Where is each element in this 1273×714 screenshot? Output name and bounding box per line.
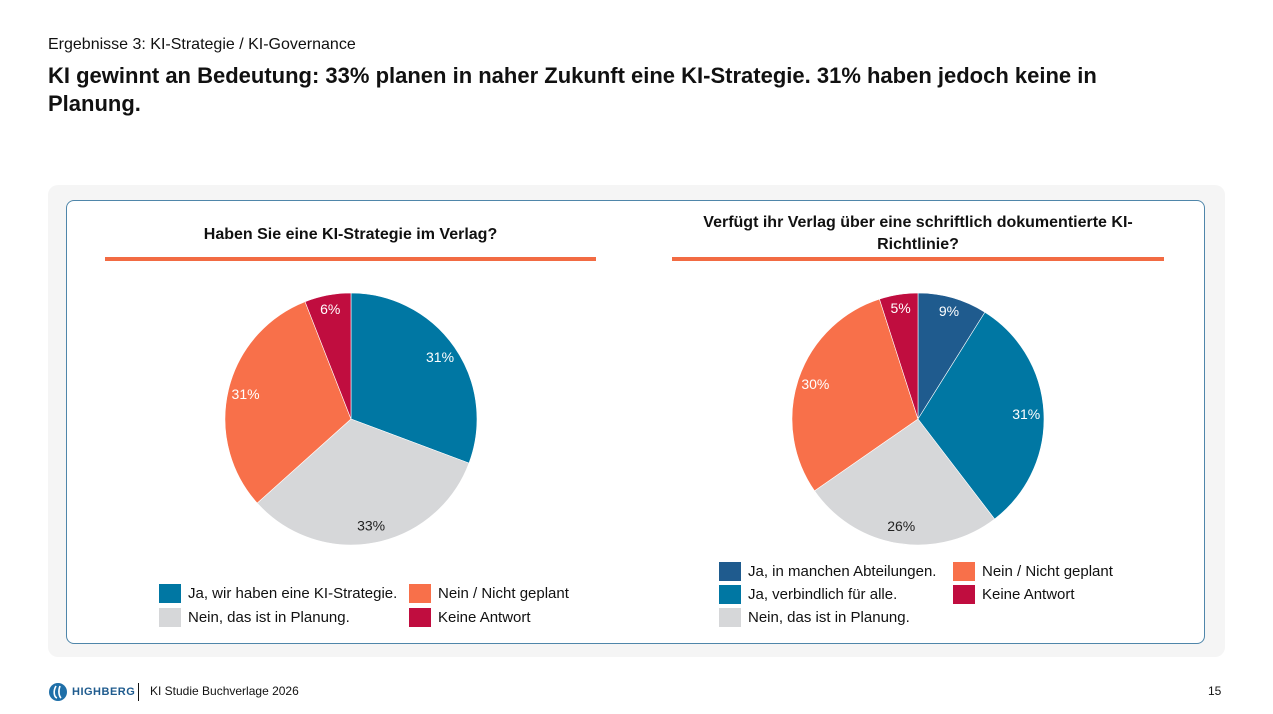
logo-text: HIGHBERG bbox=[72, 686, 136, 698]
chart-title-left: Haben Sie eine KI-Strategie im Verlag? bbox=[203, 226, 498, 243]
data-label: 30% bbox=[801, 376, 829, 392]
legend-swatch bbox=[409, 584, 431, 603]
legend-item: Keine Antwort bbox=[409, 608, 531, 627]
legend-label: Ja, verbindlich für alle. bbox=[748, 586, 898, 603]
legend-item: Keine Antwort bbox=[953, 585, 1075, 604]
footer-divider bbox=[138, 683, 139, 701]
data-label: 31% bbox=[426, 349, 454, 365]
pie-slice bbox=[814, 418, 995, 546]
highberg-logo: HIGHBERG bbox=[48, 682, 135, 702]
legend-label: Ja, wir haben eine KI-Strategie. bbox=[188, 585, 398, 602]
data-label: 6% bbox=[320, 301, 340, 317]
pie-slice bbox=[917, 311, 1045, 520]
legend-item: Nein / Nicht geplant bbox=[409, 584, 569, 603]
pie-slice bbox=[879, 292, 919, 420]
pie-slice bbox=[350, 292, 478, 464]
legend-label: Nein, das ist in Planung. bbox=[748, 609, 910, 626]
data-label: 9% bbox=[939, 303, 959, 319]
legend-item: Nein / Nicht geplant bbox=[953, 562, 1113, 581]
data-label: 31% bbox=[232, 386, 260, 402]
legend-swatch bbox=[719, 562, 741, 581]
pie-slice bbox=[791, 298, 919, 492]
footer-study: KI Studie Buchverlage 2026 bbox=[150, 684, 299, 698]
pie-slice bbox=[304, 292, 352, 420]
legend-label: Nein / Nicht geplant bbox=[982, 563, 1113, 580]
legend-item: Nein, das ist in Planung. bbox=[159, 608, 350, 627]
legend-label: Keine Antwort bbox=[982, 586, 1075, 603]
legend-swatch bbox=[159, 584, 181, 603]
legend-swatch bbox=[159, 608, 181, 627]
chart-title-right: Verfügt ihr Verlag über eine schriftlich… bbox=[703, 214, 1133, 253]
pie-slice bbox=[224, 301, 352, 504]
legend-item: Nein, das ist in Planung. bbox=[719, 608, 910, 627]
legend-swatch bbox=[719, 608, 741, 627]
legend-swatch bbox=[409, 608, 431, 627]
legend-item: Ja, in manchen Abteilungen. bbox=[719, 562, 936, 581]
legend-label: Nein, das ist in Planung. bbox=[188, 609, 350, 626]
data-label: 26% bbox=[887, 518, 915, 534]
legend-swatch bbox=[719, 585, 741, 604]
legend-label: Ja, in manchen Abteilungen. bbox=[748, 563, 937, 580]
legend-item: Ja, wir haben eine KI-Strategie. bbox=[159, 584, 397, 603]
legend-label: Nein / Nicht geplant bbox=[438, 585, 569, 602]
pie-slice bbox=[256, 418, 470, 546]
data-label: 5% bbox=[891, 300, 911, 316]
slide-subtitle: Ergebnisse 3: KI-Strategie / KI-Governan… bbox=[48, 36, 356, 53]
legend-item: Ja, verbindlich für alle. bbox=[719, 585, 897, 604]
legend-label: Keine Antwort bbox=[438, 609, 531, 626]
legend-swatch bbox=[953, 585, 975, 604]
title-rule-left bbox=[105, 257, 596, 261]
logo-icon bbox=[49, 683, 67, 701]
slide-title: KI gewinnt an Bedeutung: 33% planen in n… bbox=[48, 63, 1097, 116]
legend-swatch bbox=[953, 562, 975, 581]
title-rule-right bbox=[672, 257, 1164, 261]
data-label: 33% bbox=[357, 517, 385, 533]
page-number: 15 bbox=[1208, 684, 1222, 698]
data-label: 31% bbox=[1012, 406, 1040, 422]
